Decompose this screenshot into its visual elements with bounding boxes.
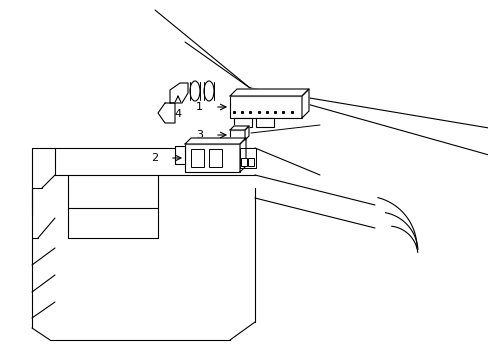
Bar xyxy=(191,149,203,167)
Polygon shape xyxy=(158,103,175,123)
Polygon shape xyxy=(229,89,308,96)
Bar xyxy=(208,149,222,167)
Ellipse shape xyxy=(190,81,200,101)
Polygon shape xyxy=(240,138,245,172)
Bar xyxy=(240,148,256,168)
Polygon shape xyxy=(170,83,187,103)
Ellipse shape xyxy=(203,81,214,101)
Text: 3: 3 xyxy=(196,130,203,140)
Polygon shape xyxy=(229,126,248,130)
Polygon shape xyxy=(244,126,248,140)
Text: 1: 1 xyxy=(196,102,203,112)
Text: 2: 2 xyxy=(151,153,158,163)
Polygon shape xyxy=(184,138,245,144)
Bar xyxy=(256,118,273,127)
Bar xyxy=(247,158,253,166)
Bar xyxy=(175,146,184,164)
Bar xyxy=(234,118,251,127)
Bar xyxy=(184,144,240,172)
Bar xyxy=(241,158,246,166)
Text: 4: 4 xyxy=(174,109,181,119)
Bar xyxy=(229,130,244,140)
Bar xyxy=(229,96,302,118)
Polygon shape xyxy=(302,89,308,118)
